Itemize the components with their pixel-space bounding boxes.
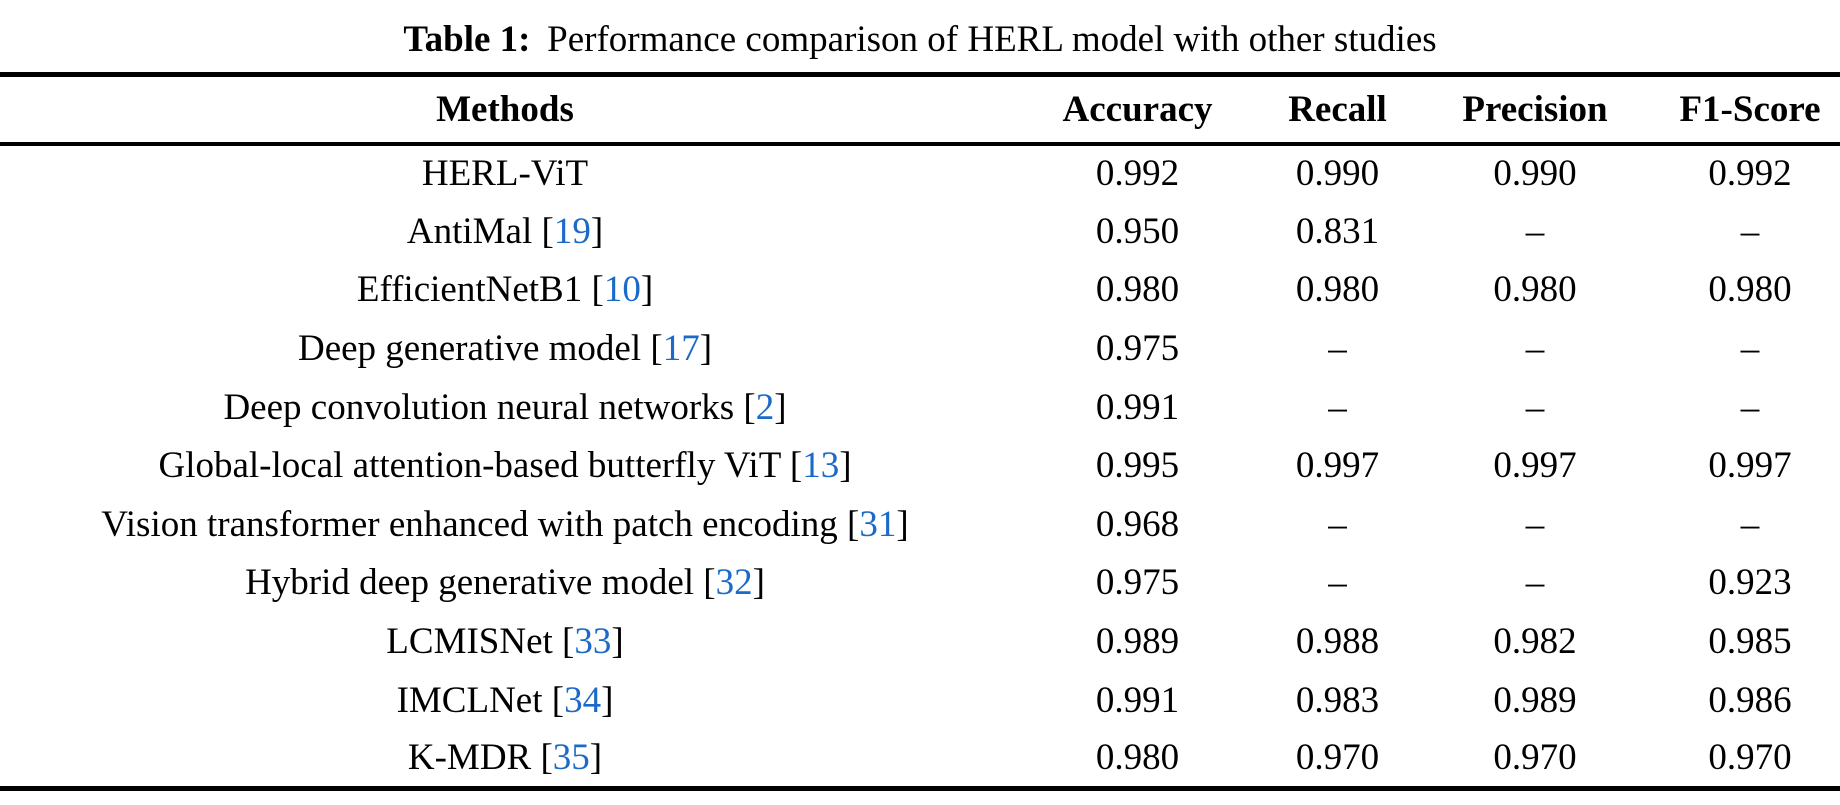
metric-value: – bbox=[1740, 328, 1760, 370]
citation-link[interactable]: 34 bbox=[564, 679, 602, 721]
metric-value: 0.980 bbox=[1095, 736, 1180, 778]
metric-value: 0.970 bbox=[1295, 736, 1380, 778]
metric-value: 0.950 bbox=[1095, 210, 1180, 252]
metric-value: 0.982 bbox=[1493, 621, 1577, 663]
method-cell: Hybrid deep generative model [32] bbox=[245, 562, 765, 604]
metric-value: 0.989 bbox=[1095, 621, 1180, 663]
metric-value: 0.990 bbox=[1493, 153, 1577, 195]
metric-value: 0.985 bbox=[1708, 621, 1792, 663]
method-name: IMCLNet bbox=[396, 679, 543, 721]
citation-link[interactable]: 33 bbox=[574, 621, 612, 663]
citation-link[interactable]: 13 bbox=[802, 445, 840, 487]
metric-value: 0.992 bbox=[1095, 153, 1180, 195]
metric-value: 0.990 bbox=[1295, 153, 1380, 195]
table-row: Vision transformer enhanced with patch e… bbox=[0, 495, 1840, 554]
column-header-recall: Recall bbox=[1265, 74, 1410, 146]
table-row: LCMISNet [33] 0.989 0.988 0.982 0.985 bbox=[0, 612, 1840, 671]
method-cell: AntiMal [19] bbox=[406, 210, 604, 252]
citation-link[interactable]: 17 bbox=[662, 328, 700, 370]
method-cell: HERL-ViT bbox=[0, 144, 1010, 203]
citation-link[interactable]: 2 bbox=[755, 386, 775, 428]
metric-value: 0.997 bbox=[1493, 445, 1577, 487]
table-caption-label: Table 1: bbox=[403, 18, 531, 60]
metric-value: – bbox=[1525, 503, 1545, 545]
table-row: Hybrid deep generative model [32] 0.975 – –… bbox=[0, 554, 1840, 613]
method-cell: EfficientNetB1 [10] bbox=[356, 269, 654, 311]
metric-value: 0.983 bbox=[1295, 679, 1380, 721]
metric-value: 0.997 bbox=[1708, 445, 1792, 487]
method-name: Global-local attention-based butterfly V… bbox=[158, 445, 781, 487]
metric-value: – bbox=[1525, 386, 1545, 428]
table-row: EfficientNetB1 [10] 0.980 0.980 0.980 0.980 bbox=[0, 261, 1840, 320]
metric-value: 0.923 bbox=[1708, 562, 1792, 604]
method-name: K-MDR bbox=[407, 736, 532, 778]
metric-value: – bbox=[1740, 503, 1760, 545]
header-row: Methods Accuracy Recall Precision F1-Sco… bbox=[0, 74, 1840, 146]
table-row: AntiMal [19] 0.950 0.831 – – bbox=[0, 202, 1840, 261]
method-cell: IMCLNet [34] bbox=[396, 679, 614, 721]
method-name: Vision transformer enhanced with patch e… bbox=[101, 503, 838, 545]
metric-value: 0.975 bbox=[1095, 328, 1180, 370]
metric-value: – bbox=[1525, 562, 1545, 604]
table-row: Deep generative model [17] 0.975 – – – bbox=[0, 319, 1840, 378]
metric-value: – bbox=[1328, 562, 1347, 604]
table-row: HERL-ViT 0.992 0.990 0.990 0.992 bbox=[0, 144, 1840, 203]
citation-link[interactable]: 31 bbox=[859, 503, 897, 545]
metric-value: – bbox=[1328, 503, 1347, 545]
metric-value: 0.831 bbox=[1295, 210, 1380, 252]
method-name: Deep generative model bbox=[297, 328, 642, 370]
metric-value: 0.991 bbox=[1095, 679, 1180, 721]
method-name: HERL-ViT bbox=[421, 153, 589, 195]
metric-value: 0.980 bbox=[1493, 269, 1577, 311]
method-name: EfficientNetB1 bbox=[356, 269, 583, 311]
method-cell: Deep convolution neural networks [2] bbox=[223, 386, 787, 428]
metric-value: – bbox=[1328, 328, 1347, 370]
metric-value: 0.991 bbox=[1095, 386, 1180, 428]
metric-value: 0.997 bbox=[1295, 445, 1380, 487]
column-header-accuracy: Accuracy bbox=[1010, 74, 1265, 146]
table-row: Deep convolution neural networks [2] 0.99… bbox=[0, 378, 1840, 437]
performance-comparison-table: Methods Accuracy Recall Precision F1-Sco… bbox=[0, 72, 1840, 791]
table-caption: Table 1: Performance comparison of HERL … bbox=[0, 0, 1840, 72]
metric-value: 0.986 bbox=[1708, 679, 1792, 721]
citation-link[interactable]: 32 bbox=[715, 562, 753, 604]
metric-value: 0.970 bbox=[1708, 736, 1792, 778]
metric-value: – bbox=[1740, 210, 1760, 252]
method-name: Hybrid deep generative model bbox=[245, 562, 695, 604]
metric-value: 0.988 bbox=[1295, 621, 1380, 663]
column-header-f1-score: F1-Score bbox=[1660, 74, 1840, 146]
metric-value: 0.980 bbox=[1708, 269, 1792, 311]
metric-value: 0.992 bbox=[1708, 153, 1792, 195]
metric-value: – bbox=[1525, 328, 1545, 370]
citation-link[interactable]: 10 bbox=[603, 269, 641, 311]
method-cell: LCMISNet [33] bbox=[386, 621, 624, 663]
method-name: LCMISNet bbox=[386, 621, 553, 663]
method-cell: Deep generative model [17] bbox=[297, 328, 713, 370]
column-header-methods: Methods bbox=[0, 74, 1010, 146]
metric-value: – bbox=[1525, 210, 1545, 252]
metric-value: 0.989 bbox=[1493, 679, 1577, 721]
table-row: K-MDR [35] 0.980 0.970 0.970 0.970 bbox=[0, 729, 1840, 788]
metric-value: 0.995 bbox=[1095, 445, 1180, 487]
metric-value: 0.980 bbox=[1095, 269, 1180, 311]
metric-value: 0.968 bbox=[1095, 503, 1180, 545]
table-row: Global-local attention-based butterfly V… bbox=[0, 436, 1840, 495]
metric-value: – bbox=[1740, 386, 1760, 428]
column-header-precision: Precision bbox=[1410, 74, 1660, 146]
metric-value: – bbox=[1328, 386, 1347, 428]
method-cell: K-MDR [35] bbox=[407, 736, 603, 778]
metric-value: 0.975 bbox=[1095, 562, 1180, 604]
method-cell: Vision transformer enhanced with patch e… bbox=[101, 503, 909, 545]
metric-value: 0.980 bbox=[1295, 269, 1380, 311]
citation-link[interactable]: 19 bbox=[553, 210, 591, 252]
citation-link[interactable]: 35 bbox=[552, 736, 590, 778]
table-row: IMCLNet [34] 0.991 0.983 0.989 0.986 bbox=[0, 671, 1840, 730]
method-name: Deep convolution neural networks bbox=[223, 386, 735, 428]
table-caption-text: Performance comparison of HERL model wit… bbox=[547, 18, 1437, 60]
metric-value: 0.970 bbox=[1493, 736, 1577, 778]
table-body: HERL-ViT 0.992 0.990 0.990 0.992 AntiMal [19]… bbox=[0, 144, 1840, 789]
method-name: AntiMal bbox=[406, 210, 533, 252]
method-cell: Global-local attention-based butterfly V… bbox=[158, 445, 852, 487]
